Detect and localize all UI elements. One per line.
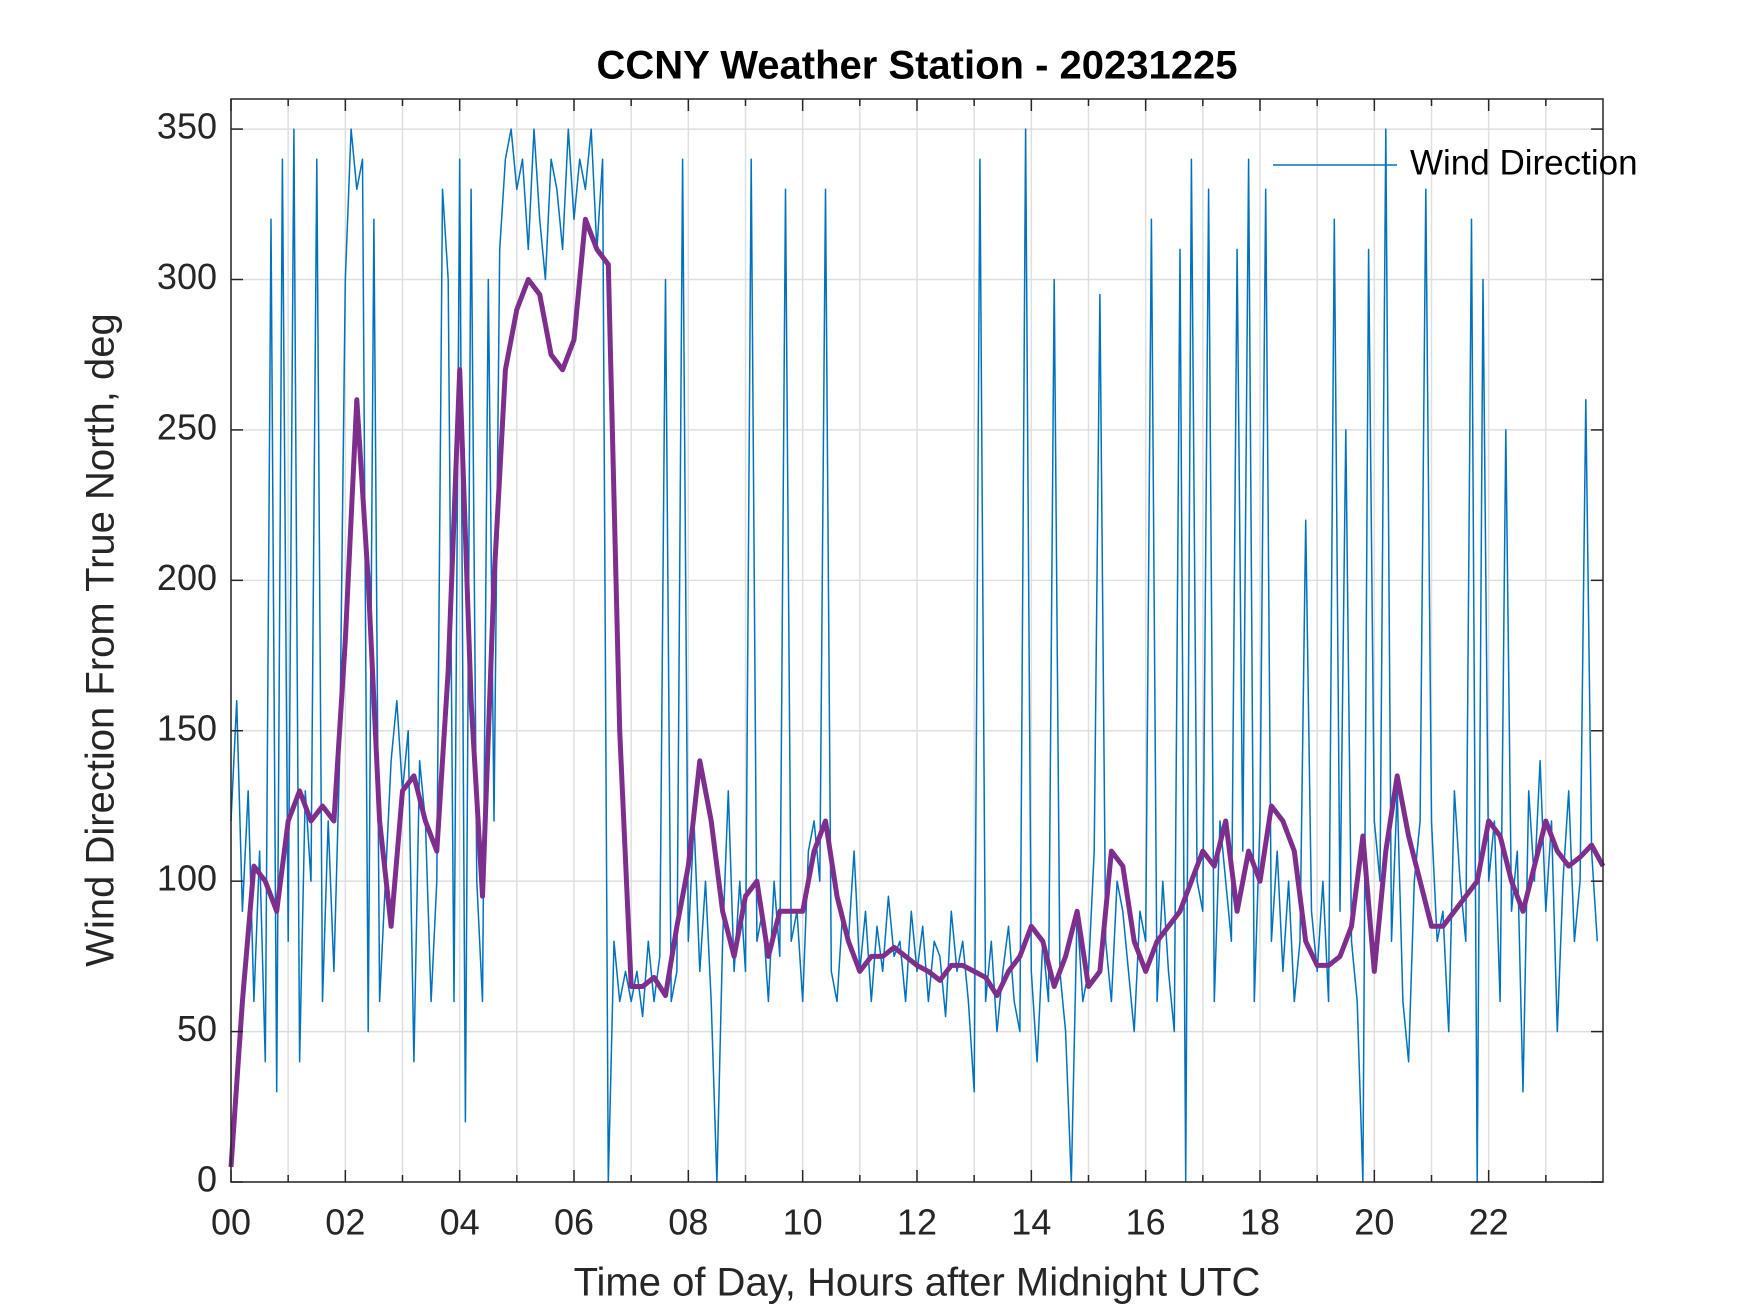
x-tick-label: 12 [897, 1202, 937, 1243]
data-line [228, 216, 1606, 1168]
series [230, 128, 1599, 1183]
y-tick-label: 350 [157, 106, 217, 147]
chart-title: CCNY Weather Station - 20231225 [597, 44, 1238, 88]
x-axis-label: Time of Day, Hours after Midnight UTC [574, 1261, 1261, 1305]
y-tick-label: 250 [157, 406, 217, 447]
x-tick-label: 06 [554, 1202, 594, 1243]
x-tick-label: 08 [668, 1202, 708, 1243]
x-tick-label: 16 [1126, 1202, 1166, 1243]
x-tick-label: 04 [440, 1202, 480, 1243]
data-line [230, 128, 1599, 1183]
x-tick-label: 18 [1240, 1202, 1280, 1243]
y-tick-label: 150 [157, 707, 217, 748]
x-tick-label: 10 [783, 1202, 823, 1243]
y-tick-label: 0 [197, 1159, 217, 1200]
y-tick-label: 50 [177, 1008, 217, 1049]
y-axis-label: Wind Direction From True North, deg [79, 313, 123, 967]
x-tick-label: 20 [1354, 1202, 1394, 1243]
series [228, 216, 1606, 1168]
x-tick-label: 14 [1011, 1202, 1051, 1243]
x-tick-label: 22 [1469, 1202, 1509, 1243]
x-tick-label: 00 [211, 1202, 251, 1243]
x-tick-label: 02 [325, 1202, 365, 1243]
legend: Wind Direction [1273, 143, 1638, 182]
y-tick-label: 100 [157, 858, 217, 899]
legend-label: Wind Direction [1410, 143, 1638, 182]
y-tick-label: 200 [157, 557, 217, 598]
y-tick-label: 300 [157, 256, 217, 297]
